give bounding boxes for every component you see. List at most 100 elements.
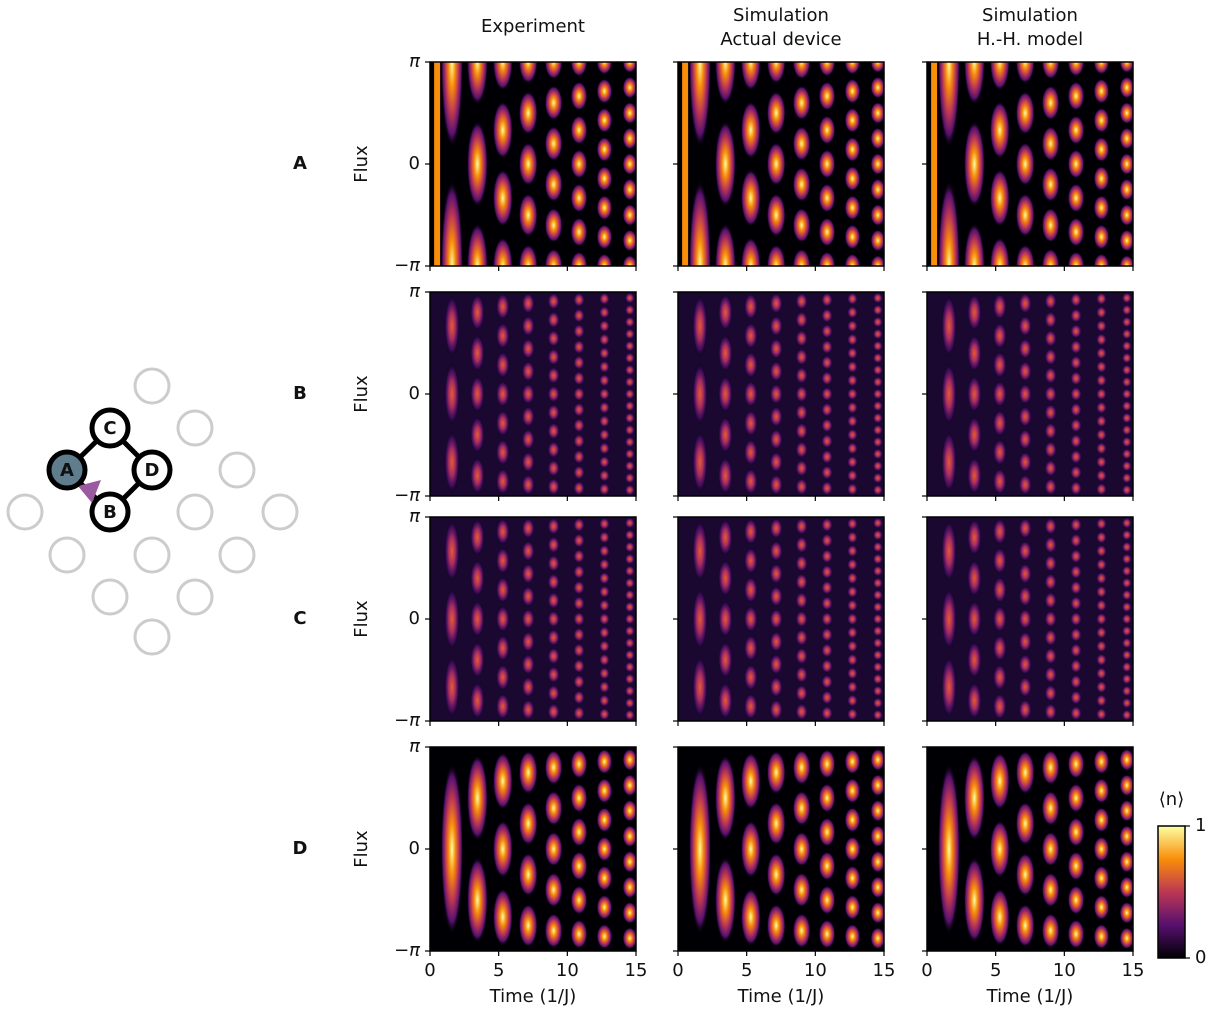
heatmap-texture — [1121, 292, 1132, 304]
heatmap-texture — [847, 612, 858, 626]
heatmap-texture — [1070, 277, 1081, 291]
heatmap-texture — [967, 416, 982, 454]
heatmap — [678, 62, 884, 266]
heatmap-texture — [1121, 376, 1132, 388]
heatmap-texture — [573, 418, 585, 433]
x-axis-label: Time (1/J) — [737, 986, 825, 1007]
heatmap-texture — [870, 204, 884, 226]
heatmap-texture — [1096, 442, 1107, 455]
heatmap-texture — [870, 255, 884, 266]
heatmap-texture — [1067, 81, 1085, 111]
heatmap-texture — [931, 62, 938, 266]
heatmap-texture — [547, 517, 560, 535]
heatmap-texture — [872, 340, 883, 352]
heatmap-texture — [624, 304, 635, 316]
heatmap-texture — [714, 121, 736, 207]
heatmap-texture — [769, 474, 783, 495]
heatmap-texture — [992, 468, 1007, 495]
heatmap-texture — [544, 750, 563, 785]
heatmap-texture — [624, 649, 635, 661]
heatmap-texture — [622, 749, 636, 771]
heatmap-texture — [444, 656, 460, 718]
heatmap-texture — [872, 613, 883, 625]
heatmap-texture — [444, 588, 460, 650]
heatmap-texture — [1096, 387, 1107, 401]
heatmap-texture — [872, 328, 883, 340]
y-tick-label: −π — [394, 485, 421, 506]
heatmap-texture — [1044, 684, 1057, 702]
heatmap-texture — [495, 664, 510, 691]
heatmap-texture — [1093, 253, 1110, 266]
heatmap-texture — [1121, 637, 1132, 649]
heatmap-texture — [1119, 102, 1133, 124]
heatmap-texture — [743, 576, 758, 603]
heatmap-texture — [872, 412, 883, 424]
heatmap — [678, 747, 884, 951]
heatmap-texture — [1093, 195, 1110, 220]
heatmap-texture — [622, 255, 636, 266]
heatmap-texture — [570, 817, 588, 847]
heatmap-texture — [492, 237, 513, 266]
heatmap-texture — [495, 293, 510, 320]
heatmap-texture — [470, 375, 485, 413]
heatmap-texture — [1121, 673, 1132, 685]
heatmap-texture — [769, 586, 783, 607]
heatmap-texture — [547, 573, 560, 591]
heatmap-texture — [872, 292, 883, 304]
heatmap-texture — [818, 62, 836, 77]
heatmap-texture — [1070, 465, 1082, 480]
heatmap-texture — [792, 85, 811, 120]
heatmap-texture — [1070, 564, 1082, 579]
heatmap-texture — [821, 308, 833, 323]
heatmap-texture — [873, 506, 883, 517]
heatmap-texture — [622, 127, 636, 150]
heatmap-texture — [818, 851, 836, 881]
heatmap-texture — [624, 460, 635, 472]
heatmap-texture — [573, 690, 585, 705]
heatmap-texture — [1096, 612, 1107, 626]
heatmap-texture — [769, 608, 783, 630]
heatmap-texture — [544, 248, 563, 266]
heatmap-texture — [1044, 330, 1057, 347]
heatmap-texture — [847, 640, 858, 653]
heatmap-texture — [1121, 412, 1132, 424]
heatmap-texture — [692, 520, 708, 582]
heatmap-texture — [821, 339, 833, 354]
heatmap-texture — [872, 553, 883, 565]
heatmap-texture — [795, 573, 808, 591]
heatmap-texture — [434, 62, 441, 266]
heatmap-texture — [743, 547, 758, 574]
heatmap-texture — [795, 703, 808, 721]
heatmap-texture — [1096, 428, 1107, 441]
heatmap-texture — [941, 520, 957, 582]
heatmap-texture — [547, 330, 560, 347]
heatmap — [430, 292, 636, 496]
heatmap-texture — [521, 293, 535, 314]
heatmap-texture — [821, 674, 833, 689]
heatmap-texture — [766, 802, 786, 845]
heatmap-texture — [518, 751, 538, 794]
heatmap-texture — [518, 91, 538, 135]
heatmap-texture — [1096, 360, 1107, 373]
heatmap-texture — [470, 641, 485, 679]
heatmap-texture — [599, 572, 610, 585]
heatmap-texture — [941, 295, 957, 357]
heatmap-texture — [596, 865, 613, 891]
heatmap-texture — [518, 853, 538, 896]
heatmap-texture — [795, 292, 808, 310]
heatmap-texture — [599, 517, 610, 530]
heatmap-texture — [1070, 386, 1082, 402]
heatmap-texture — [766, 904, 786, 947]
heatmap-texture — [795, 385, 808, 403]
heatmap-texture — [444, 295, 460, 357]
heatmap-texture — [573, 706, 585, 721]
heatmap-texture — [847, 347, 858, 360]
heatmap-texture — [847, 517, 858, 530]
heatmap-texture — [989, 820, 1010, 878]
heatmap-texture — [1093, 108, 1110, 133]
lattice-node — [89, 407, 131, 449]
heatmap-texture — [570, 115, 588, 145]
heatmap-texture — [937, 763, 960, 935]
heatmap-texture — [714, 755, 736, 841]
heatmap-texture — [992, 351, 1007, 378]
